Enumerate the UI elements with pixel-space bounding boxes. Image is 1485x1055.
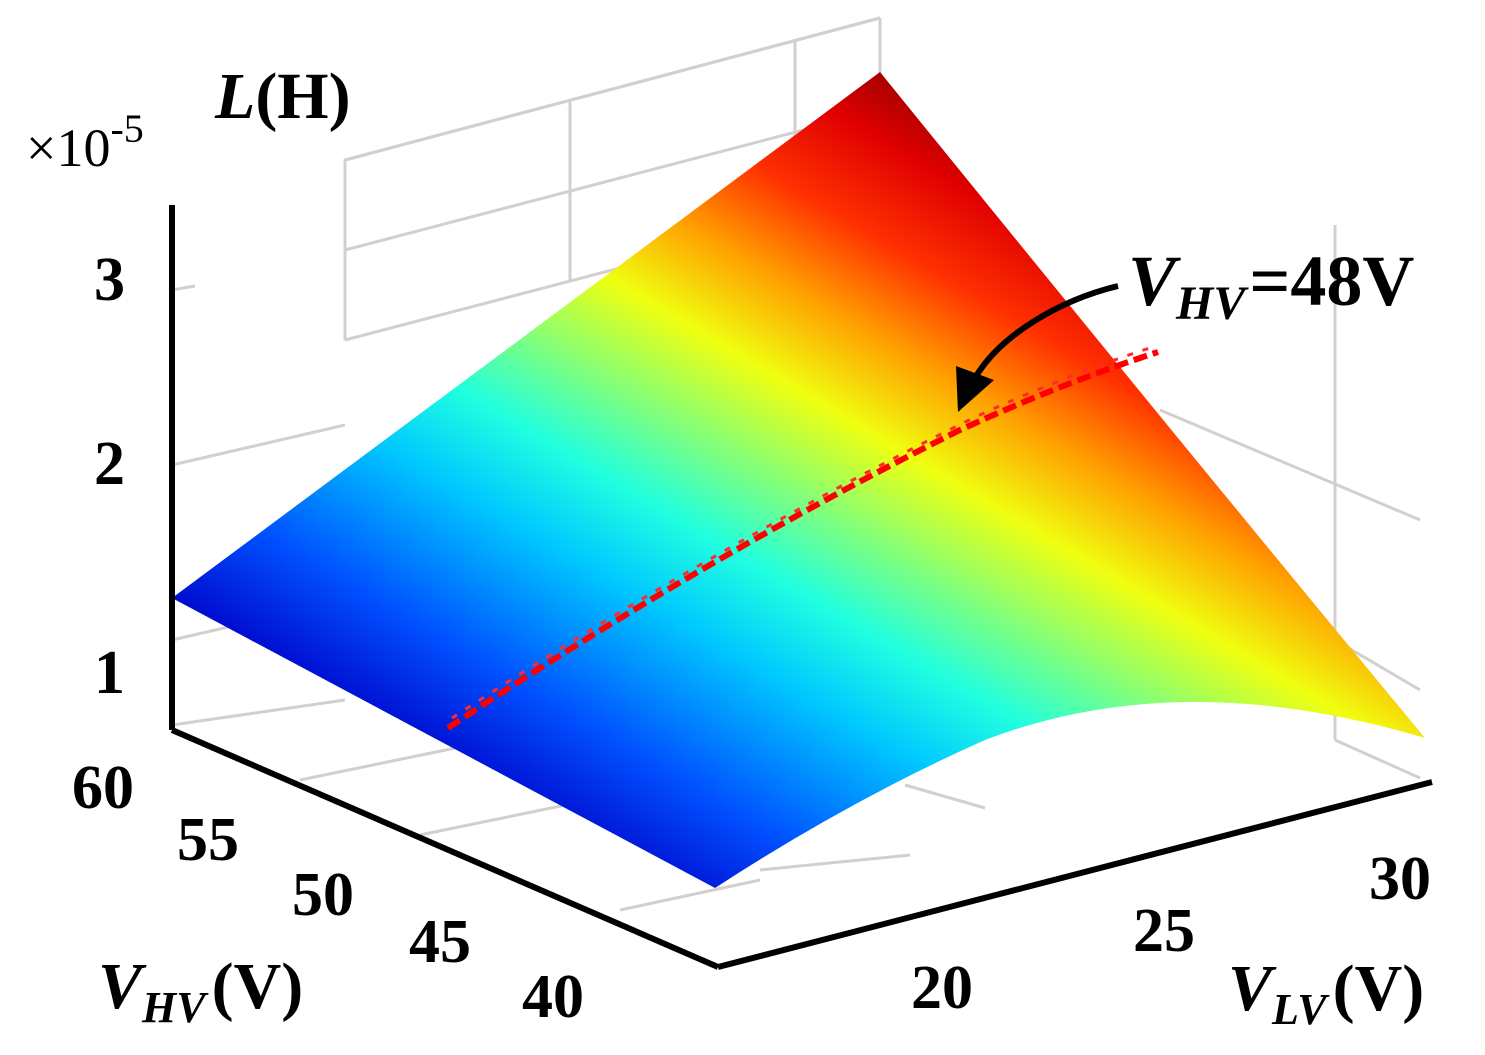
grid-floor-2 <box>299 743 471 782</box>
x-tick-label: 50 <box>292 861 354 929</box>
y-axis-unit: (V) <box>1333 952 1425 1025</box>
grid-floor-4 <box>619 878 761 912</box>
y-tick-label: 25 <box>1133 897 1195 965</box>
grid-right-1 <box>1159 408 1421 522</box>
grid-floor-6 <box>904 783 986 810</box>
z-tick-label: 1 <box>94 639 125 707</box>
x-axis-subscript: HV <box>141 983 209 1032</box>
y-axis-line <box>717 779 1433 970</box>
highlight-line-jitter <box>451 344 1157 720</box>
z-multiplier: ×10-5 <box>26 106 144 178</box>
y-tick-label: 20 <box>911 954 973 1022</box>
z-tick-label: 2 <box>94 430 125 498</box>
x-axis-unit: (V) <box>212 950 304 1023</box>
annotation-symbol: V <box>1128 241 1181 321</box>
annotation-label: VHV=48V <box>1128 241 1414 330</box>
x-tick-label: 45 <box>409 908 471 976</box>
y-axis-subscript: LV <box>1271 985 1330 1034</box>
z-multiplier-exponent: -5 <box>110 106 143 151</box>
z-axis-symbol: L <box>214 60 255 133</box>
z-ticks: 3 2 1 <box>94 246 125 707</box>
annotation-text: =48V <box>1249 241 1414 321</box>
annotation-arrow <box>956 283 1119 412</box>
highlight-line <box>446 344 1159 731</box>
x-axis-line <box>170 727 720 970</box>
grid-right-bottom <box>1334 738 1421 780</box>
y-tick-label: 30 <box>1369 845 1431 913</box>
grid-floor-1 <box>171 698 346 727</box>
highlight-line-path <box>446 349 1159 731</box>
annotation-subscript: HV <box>1175 277 1249 330</box>
z-axis-unit: (H) <box>255 60 350 133</box>
grid-left-1 <box>171 284 196 292</box>
grid-back-wall-mid <box>344 108 881 252</box>
grid-back-wall-top <box>344 16 881 162</box>
x-tick-label: 55 <box>177 806 239 874</box>
annotation-arrow-shaft <box>972 283 1119 380</box>
z-axis-label: L(H) <box>214 60 351 133</box>
axes <box>169 205 1433 970</box>
x-axis-symbol: V <box>98 950 147 1023</box>
x-tick-label: 40 <box>522 963 584 1031</box>
x-tick-label: 60 <box>72 754 134 822</box>
grid-left-2 <box>171 423 346 467</box>
surface <box>172 72 1425 888</box>
y-axis-symbol: V <box>1228 952 1277 1025</box>
grid-floor-5 <box>759 853 911 872</box>
z-multiplier-prefix: ×10 <box>26 118 110 178</box>
x-ticks: 60 55 50 45 40 <box>72 754 584 1031</box>
annotation-arrow-head <box>956 366 994 412</box>
x-axis-label: VHV(V) <box>98 950 303 1032</box>
y-ticks: 20 25 30 <box>911 845 1431 1022</box>
y-axis-label: VLV(V) <box>1228 952 1424 1034</box>
z-tick-label: 3 <box>94 246 125 314</box>
